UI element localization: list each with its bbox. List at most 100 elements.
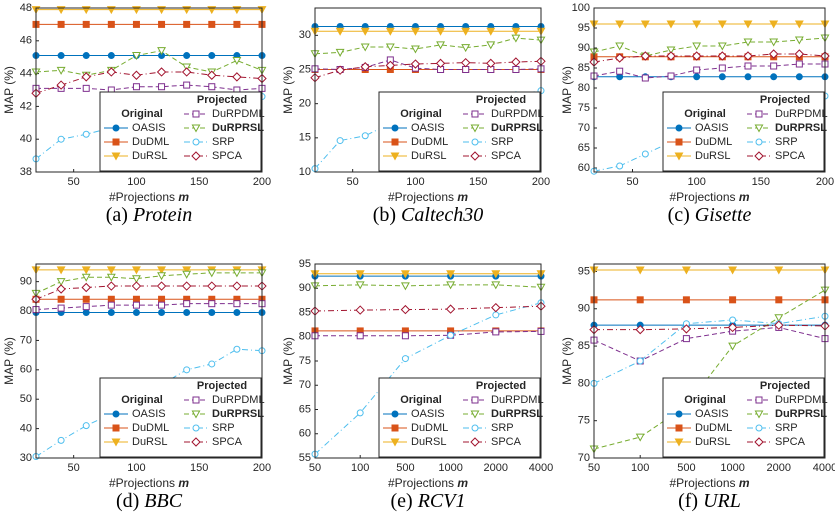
marker bbox=[183, 366, 191, 374]
marker bbox=[471, 424, 479, 432]
series bbox=[310, 56, 546, 83]
marker bbox=[681, 324, 692, 334]
x-tick-label: 200 bbox=[532, 176, 550, 188]
legend-label: SPCA bbox=[212, 150, 243, 162]
marker bbox=[470, 124, 480, 133]
y-tick-label: 90 bbox=[578, 303, 590, 315]
marker bbox=[82, 295, 90, 303]
marker bbox=[511, 27, 521, 36]
legend-label: OASIS bbox=[695, 408, 729, 420]
x-tick-label: 150 bbox=[190, 176, 208, 188]
y-tick-label: 95 bbox=[299, 258, 311, 270]
legend-label: DuRPDML bbox=[491, 108, 544, 120]
caption-label: (c) bbox=[668, 204, 690, 226]
x-tick-label: 100 bbox=[127, 176, 145, 188]
marker bbox=[385, 43, 395, 52]
y-tick-label: 50 bbox=[20, 393, 32, 405]
series-line bbox=[593, 95, 826, 172]
y-tick-label: 30 bbox=[20, 452, 32, 464]
series bbox=[32, 295, 266, 303]
marker bbox=[335, 65, 345, 75]
legend-label: DuRPRSL bbox=[212, 122, 264, 134]
marker bbox=[158, 295, 166, 303]
marker bbox=[157, 266, 167, 275]
marker bbox=[435, 58, 446, 69]
legend-label: SRP bbox=[491, 136, 514, 148]
marker bbox=[182, 266, 192, 275]
marker bbox=[81, 266, 91, 275]
marker bbox=[460, 57, 471, 68]
x-axis-label-text: #Projections bbox=[109, 476, 175, 490]
marker bbox=[400, 270, 410, 279]
legend-label: DuRPRSL bbox=[491, 408, 543, 420]
marker bbox=[754, 151, 764, 161]
marker bbox=[131, 52, 141, 61]
y-tick-label: 60 bbox=[578, 162, 590, 174]
marker bbox=[391, 424, 399, 432]
marker bbox=[361, 132, 369, 140]
marker bbox=[462, 66, 470, 73]
marker bbox=[182, 270, 192, 279]
marker bbox=[81, 273, 91, 282]
marker bbox=[390, 152, 400, 161]
axes-box bbox=[35, 263, 263, 459]
marker bbox=[635, 433, 645, 442]
legend-header: Projected bbox=[476, 380, 526, 392]
x-tick-label: 1000 bbox=[438, 462, 462, 474]
marker bbox=[391, 410, 399, 418]
series-line bbox=[35, 272, 262, 294]
y-tick-label: 65 bbox=[299, 403, 311, 415]
marker bbox=[132, 295, 140, 303]
legend-label: SPCA bbox=[491, 436, 522, 448]
series bbox=[310, 301, 546, 316]
caption-label: (d) bbox=[116, 490, 139, 512]
caption: (b) Caltech30 bbox=[373, 204, 484, 226]
y-tick-label: 90 bbox=[578, 42, 590, 54]
marker bbox=[335, 27, 345, 36]
series-line bbox=[593, 63, 825, 79]
marker bbox=[391, 124, 399, 132]
marker bbox=[446, 281, 456, 290]
marker bbox=[770, 62, 778, 70]
y-tick-label: 70 bbox=[20, 334, 32, 346]
marker bbox=[693, 66, 701, 74]
marker bbox=[718, 73, 726, 81]
marker bbox=[675, 124, 683, 132]
axes-box bbox=[593, 7, 826, 173]
series bbox=[310, 281, 546, 292]
x-tick-label: 50 bbox=[347, 176, 359, 188]
marker bbox=[717, 42, 727, 51]
y-tick-label: 70 bbox=[578, 122, 590, 134]
marker bbox=[674, 152, 684, 161]
marker bbox=[729, 296, 737, 304]
marker bbox=[641, 74, 649, 82]
marker bbox=[616, 67, 624, 75]
marker bbox=[112, 424, 120, 432]
marker bbox=[106, 273, 116, 282]
y-axis-label: MAP (%) bbox=[281, 337, 295, 385]
legend-label: DuRSL bbox=[695, 150, 730, 162]
legend-box bbox=[378, 91, 541, 172]
marker bbox=[666, 20, 676, 29]
legend-label: DuRPDML bbox=[212, 394, 265, 406]
legend-label: SPCA bbox=[775, 150, 806, 162]
marker bbox=[692, 20, 702, 29]
axes-box bbox=[314, 263, 542, 459]
marker bbox=[355, 305, 365, 315]
marker bbox=[207, 70, 217, 80]
series bbox=[31, 67, 267, 98]
marker bbox=[112, 124, 120, 132]
legend-label: DuRSL bbox=[132, 436, 167, 448]
legend-label: DuDML bbox=[132, 136, 169, 148]
x-tick-label: 4000 bbox=[529, 462, 553, 474]
x-axis-label-var: m bbox=[739, 190, 750, 204]
marker bbox=[232, 281, 242, 291]
marker bbox=[492, 311, 500, 319]
x-tick-label: 150 bbox=[752, 176, 770, 188]
caption-label: (e) bbox=[391, 490, 413, 512]
marker bbox=[794, 20, 804, 29]
legend-header: Original bbox=[121, 394, 163, 406]
legend-box bbox=[662, 91, 825, 172]
y-axis-label: MAP (%) bbox=[560, 337, 574, 385]
